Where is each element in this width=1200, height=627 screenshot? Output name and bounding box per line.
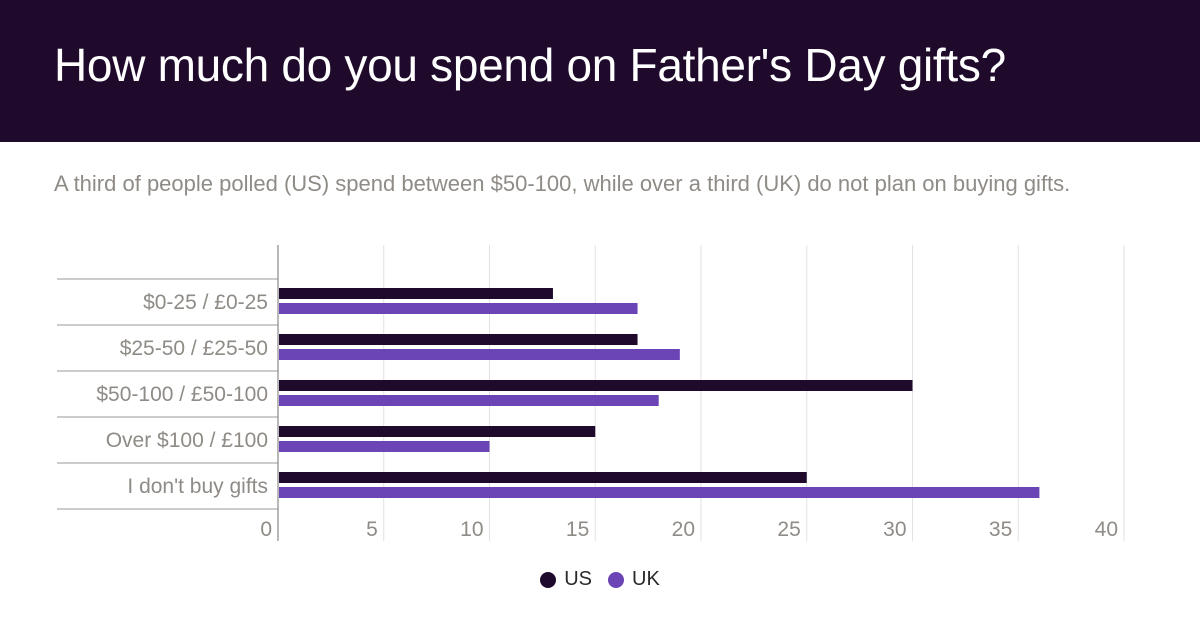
legend-swatch-uk (608, 571, 624, 588)
legend-label-us: US (564, 568, 592, 590)
x-tick-label: 15 (566, 518, 589, 541)
legend-label-uk: UK (632, 568, 660, 590)
bar-us (279, 380, 913, 391)
category-label: $0-25 / £0-25 (143, 291, 268, 314)
bar-uk (279, 487, 1040, 498)
bar-us (279, 334, 638, 345)
x-tick-label: 25 (777, 518, 800, 541)
bar-uk (279, 349, 680, 360)
chart-legend: US UK (0, 568, 1200, 591)
chart-title: How much do you spend on Father's Day gi… (54, 39, 1006, 91)
bar-us (279, 288, 553, 299)
x-tick-label: 40 (1095, 518, 1118, 541)
bar-uk (279, 441, 490, 452)
x-tick-label: 0 (260, 518, 272, 541)
x-tick-label: 10 (460, 518, 483, 541)
header-banner: How much do you spend on Father's Day gi… (0, 0, 1200, 142)
x-tick-label: 35 (989, 518, 1012, 541)
legend-item-us: US (540, 568, 592, 591)
bar-uk (279, 303, 638, 314)
bar-us (279, 472, 807, 483)
x-tick-label: 30 (883, 518, 906, 541)
bar-uk (279, 395, 659, 406)
chart-subtitle: A third of people polled (US) spend betw… (54, 171, 1071, 196)
category-label: $25-50 / £25-50 (120, 337, 268, 360)
category-label: Over $100 / £100 (106, 429, 268, 452)
bar-us (279, 426, 596, 437)
x-tick-label: 5 (366, 518, 378, 541)
legend-item-uk: UK (608, 568, 660, 591)
category-label: $50-100 / £50-100 (96, 383, 268, 406)
x-tick-label: 20 (672, 518, 695, 541)
legend-swatch-us (540, 571, 557, 588)
category-label: I don't buy gifts (127, 475, 268, 498)
